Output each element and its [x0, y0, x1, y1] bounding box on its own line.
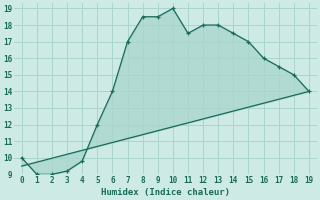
X-axis label: Humidex (Indice chaleur): Humidex (Indice chaleur) — [101, 188, 230, 197]
